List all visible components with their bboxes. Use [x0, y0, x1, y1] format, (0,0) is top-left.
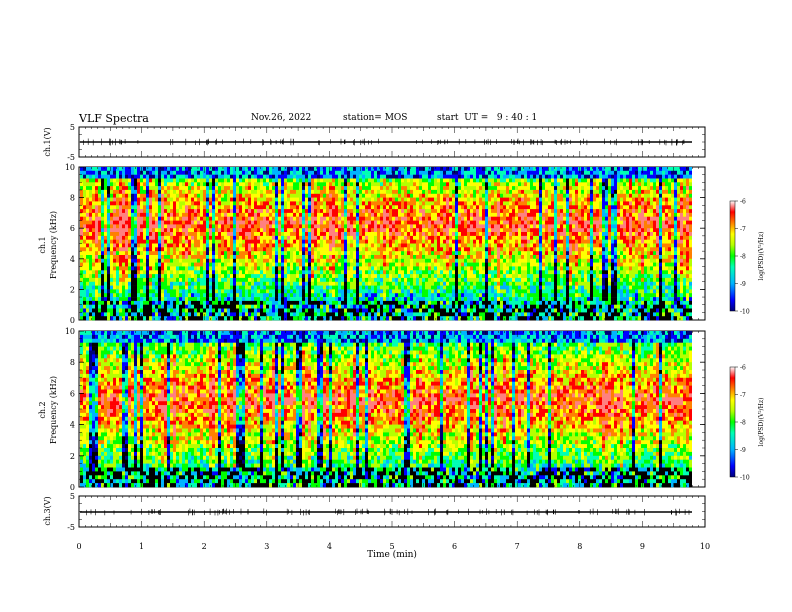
xtick-label-9: 9: [640, 542, 645, 551]
ytick-label-1-2: 4: [70, 255, 75, 264]
colorbar-tick-1-1: -7: [740, 392, 746, 399]
date-label: Nov.26, 2022: [251, 113, 312, 123]
ytick-label-1-0: 0: [70, 316, 75, 325]
ch1-spec-ylabel-line2: Frequency (kHz): [49, 211, 58, 279]
ytick-label-2-0: 0: [70, 483, 75, 492]
colorbar-tick-0-3: -9: [740, 281, 746, 288]
ytick-label-1-5: 10: [65, 163, 75, 172]
ch2-spectrogram-image: [80, 331, 692, 488]
xtick-label-5: 5: [389, 542, 394, 551]
xtick-label-6: 6: [452, 542, 457, 551]
ytick-label-1-1: 2: [70, 285, 75, 294]
xtick-label-0: 0: [76, 542, 81, 551]
start-time-label: start UT = 9 : 40 : 1: [437, 113, 538, 123]
station-label: station= MOS: [343, 113, 408, 123]
xtick-label-1: 1: [139, 542, 144, 551]
ytick-label-2-5: 10: [65, 327, 75, 336]
ytick-label-2-1: 2: [70, 452, 75, 461]
colorbar-ticks: -6 -7 -8 -9 -10 -6 -7 -8 -9 -10: [735, 199, 750, 482]
ch2-spec-ylabel-line2: Frequency (kHz): [49, 376, 58, 444]
ch1-spec-ylabel-line1: ch.1: [38, 236, 47, 253]
ytick-label-0-1: -5: [67, 153, 75, 162]
chart-title: VLF Spectra: [79, 112, 149, 125]
xtick-label-10: 10: [700, 542, 710, 551]
ch3-waveform-ylabel: ch.3(V): [43, 496, 52, 525]
ch1-colorbar-label: log(PSD)(V²/Hz): [758, 232, 765, 281]
xtick-label-8: 8: [577, 542, 582, 551]
ytick-label-3-0: 5: [70, 492, 75, 501]
ch1-spectrogram-image: [80, 167, 692, 321]
ytick-label-2-4: 8: [70, 358, 75, 367]
colorbar-tick-0-2: -8: [740, 254, 746, 261]
colorbar-tick-1-2: -8: [740, 420, 746, 427]
colorbar-tick-1-4: -10: [740, 475, 750, 482]
ytick-label-0-0: 5: [70, 123, 75, 132]
ytick-label-2-3: 6: [70, 389, 75, 398]
y-axes: 5 -5 0 2 4 6 8 10 0 2 4 6 8 10 5 -5: [65, 123, 705, 532]
ch2-spec-ylabel-line1: ch.2: [38, 401, 47, 418]
ch1-colorbar: [729, 200, 736, 312]
xtick-label-7: 7: [515, 542, 520, 551]
colorbar-tick-1-0: -6: [740, 365, 746, 372]
colorbar-tick-1-3: -9: [740, 447, 746, 454]
colorbar-tick-0-0: -6: [740, 199, 746, 206]
ch2-colorbar-label: log(PSD)(V²/Hz): [758, 398, 765, 447]
xtick-label-4: 4: [327, 542, 332, 551]
ytick-label-1-3: 6: [70, 224, 75, 233]
x-axis-label: Time (min): [367, 549, 417, 560]
ch2-colorbar: [729, 366, 736, 478]
colorbar-tick-0-1: -7: [740, 226, 746, 233]
ch1-waveform-ylabel: ch.1(V): [43, 127, 52, 156]
xtick-label-2: 2: [202, 542, 207, 551]
x-axis-ticks: 0 1 2 3 4 5 6 7 8 9 10: [76, 127, 710, 551]
ytick-label-2-2: 4: [70, 421, 75, 430]
waveform-jitter: [83, 138, 690, 516]
ytick-label-1-4: 8: [70, 194, 75, 203]
colorbar-tick-0-4: -10: [740, 309, 750, 316]
xtick-label-3: 3: [264, 542, 269, 551]
ytick-label-3-1: -5: [67, 523, 75, 532]
